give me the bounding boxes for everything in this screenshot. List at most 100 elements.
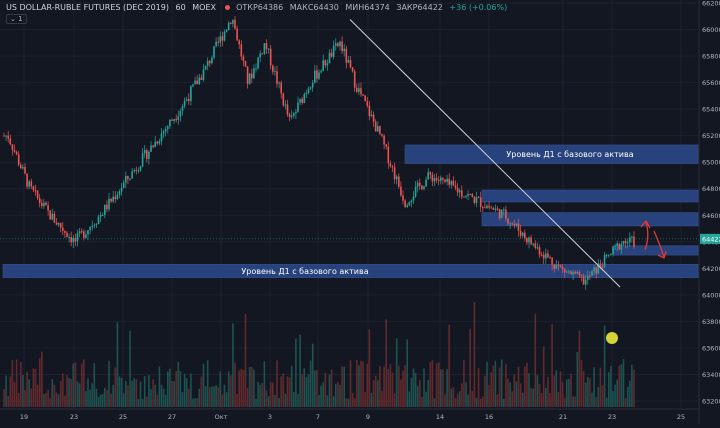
candle-body	[576, 271, 579, 274]
candle-body	[179, 110, 182, 117]
price-tick-label: 66200	[702, 0, 720, 8]
candle-body	[326, 63, 329, 66]
candle-body	[223, 31, 226, 41]
volume-bar	[74, 362, 77, 407]
candle-body	[309, 87, 312, 89]
volume-bar	[204, 385, 207, 407]
volume-bar	[286, 376, 289, 407]
indicator-toggle[interactable]: ⌄ 1	[6, 14, 27, 24]
candle-body	[330, 52, 333, 57]
volume-bar	[93, 363, 96, 407]
volume-bar	[332, 396, 335, 407]
volume-bar	[290, 366, 293, 407]
candle-body	[95, 224, 98, 226]
candle-body	[320, 71, 322, 73]
volume-bar	[633, 369, 635, 407]
candle-body	[435, 178, 438, 181]
volume-bar	[555, 370, 558, 407]
candle-body	[200, 77, 203, 80]
candle-body	[24, 167, 26, 174]
candle-body	[553, 264, 555, 269]
volume-bar	[257, 381, 259, 407]
candle-body	[599, 263, 602, 267]
trend-line	[349, 19, 621, 288]
candle-body	[540, 254, 543, 256]
candle-body	[358, 88, 360, 92]
volume-bar	[261, 383, 264, 407]
candle-body	[68, 237, 70, 239]
candle-body	[542, 254, 545, 259]
candle-body	[366, 101, 369, 106]
candle-body	[282, 93, 285, 106]
volume-bar	[30, 388, 33, 407]
candle-body	[570, 271, 572, 275]
volume-bar	[412, 368, 415, 407]
candle-body	[332, 45, 335, 57]
candle-body	[335, 43, 337, 46]
volume-bar	[76, 381, 79, 407]
candle-body	[620, 244, 623, 250]
candle-body	[240, 44, 243, 57]
volume-bar	[188, 389, 190, 407]
candle-body	[608, 254, 610, 256]
volume-bar	[318, 394, 320, 407]
volume-bar	[251, 366, 253, 407]
candle-body	[454, 185, 457, 188]
volume-bar	[330, 369, 333, 407]
volume-bar	[463, 359, 465, 407]
volume-bar	[513, 374, 516, 407]
volume-bar	[337, 381, 339, 407]
candle-body	[547, 253, 549, 258]
candle-body	[383, 135, 385, 145]
candle-body	[622, 241, 625, 245]
candle-body	[78, 231, 81, 234]
candle-body	[183, 100, 186, 107]
time-axis[interactable]: 19 23 25 27 Окт 3 7 9 14 16 21 23 25	[0, 408, 700, 421]
candle-body	[112, 196, 114, 202]
price-tick-label: 66000	[702, 26, 720, 34]
candle-body	[395, 176, 398, 180]
volume-bar	[255, 398, 257, 407]
toggle-count: 1	[18, 15, 23, 23]
volume-bar	[137, 398, 140, 407]
candle-body	[475, 197, 478, 203]
candle-body	[87, 230, 89, 235]
volume-bar	[269, 381, 272, 407]
candle-body	[311, 82, 314, 88]
volume-bar	[612, 390, 614, 407]
volume-bar	[372, 380, 375, 407]
symbol-name[interactable]: US DOLLAR-RUBLE FUTURES (DEC 2019)	[6, 3, 169, 12]
volume-bar	[351, 392, 354, 407]
candle-body	[593, 267, 595, 272]
candle-body	[450, 181, 453, 185]
candle-body	[328, 52, 331, 64]
candle-body	[30, 181, 33, 187]
time-tick-label: 16	[485, 413, 493, 421]
volume-bar	[528, 373, 530, 407]
candle-body	[563, 268, 566, 273]
volume-bar	[437, 362, 440, 407]
volume-bar	[43, 393, 45, 407]
candle-body	[534, 243, 537, 248]
volume-bar	[311, 343, 314, 407]
volume-bar	[181, 392, 184, 407]
price-axis[interactable]: 66200 66000 65800 65600 65400 65200 65000 64800…	[698, 0, 720, 424]
candle-body	[34, 190, 37, 192]
volume-bar	[582, 371, 585, 407]
candle-body	[387, 146, 390, 164]
candle-body	[114, 196, 117, 200]
candle-body	[500, 209, 503, 219]
candle-body	[505, 209, 507, 219]
volume-bar	[129, 330, 131, 407]
candle-body	[131, 171, 133, 179]
candle-body	[610, 254, 612, 256]
volume-bar	[416, 385, 419, 407]
volume-bar	[156, 394, 159, 407]
low-value: МИН64374	[345, 3, 390, 12]
volume-bar	[584, 382, 587, 407]
candle-body	[482, 207, 484, 209]
candle-body	[286, 104, 289, 115]
volume-bar	[133, 378, 135, 407]
